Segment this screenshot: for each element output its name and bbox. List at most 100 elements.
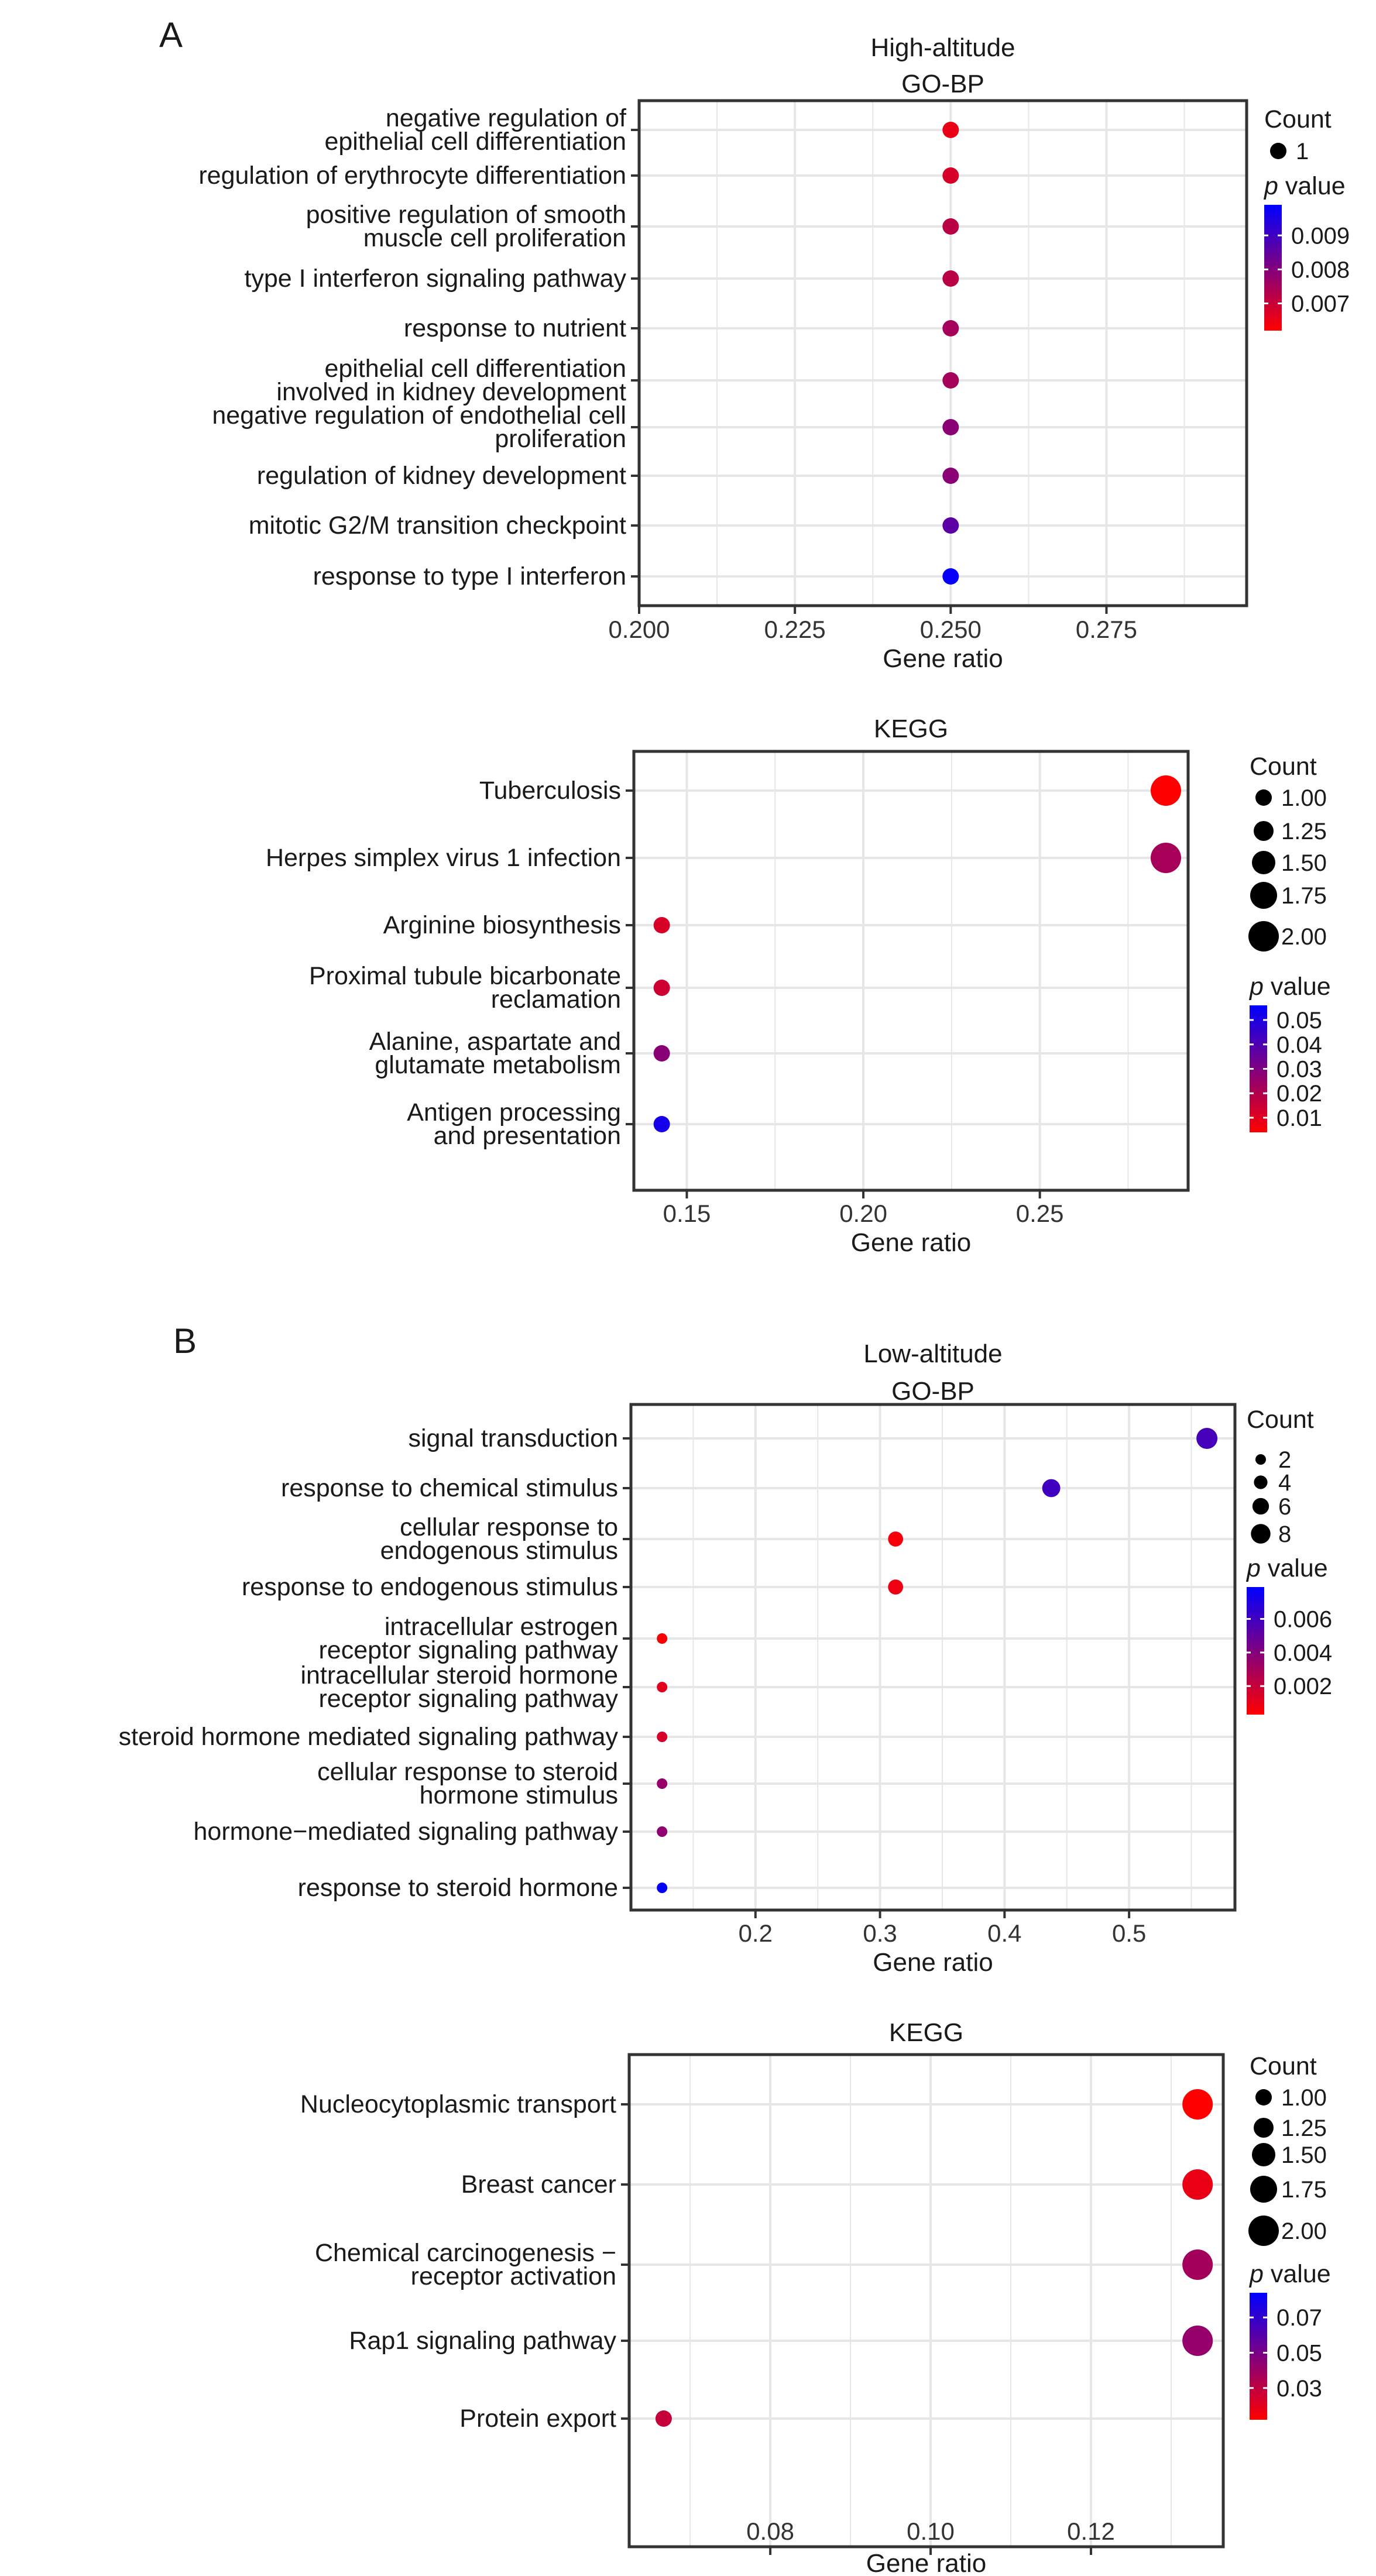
y-tick-label: involved in kidney development <box>276 378 626 406</box>
x-axis-label: Gene ratio <box>866 2549 986 2576</box>
y-tick-label: negative regulation of <box>386 104 627 132</box>
y-tick-label: regulation of kidney development <box>257 462 626 490</box>
colorbar-tick-label: 0.07 <box>1277 2305 1322 2331</box>
x-tick-label: 0.12 <box>1067 2517 1115 2545</box>
y-tick-label: cellular response to <box>400 1513 618 1541</box>
legend-count-title: Count <box>1250 2052 1317 2080</box>
x-axis-label: Gene ratio <box>883 644 1003 673</box>
y-tick-label: reclamation <box>491 985 621 1014</box>
data-point <box>653 917 670 933</box>
data-point <box>657 1826 668 1837</box>
x-tick-label: 0.08 <box>746 2517 794 2545</box>
y-tick-label: and presentation <box>434 1122 621 1150</box>
legend-size-dot <box>1250 2176 1277 2203</box>
x-tick-label: 0.200 <box>608 616 670 643</box>
data-point <box>1182 2326 1213 2356</box>
plot-frame <box>637 99 1248 607</box>
chart-title: GO-BP <box>891 1377 974 1406</box>
chart-title: Low-altitude <box>863 1339 1002 1368</box>
data-point <box>657 1778 668 1789</box>
y-tick-label: glutamate metabolism <box>375 1051 621 1079</box>
y-tick-label: type I interferon signaling pathway <box>244 265 626 293</box>
y-tick-label: regulation of erythrocyte differentiatio… <box>198 162 626 190</box>
legend-size-label: 6 <box>1278 1494 1291 1520</box>
y-tick-label: epithelial cell differentiation <box>324 128 626 156</box>
x-tick-label: 0.10 <box>907 2517 955 2545</box>
legend-size-label: 1.50 <box>1281 2142 1327 2168</box>
plot-frame <box>629 1403 1237 1912</box>
legend-pvalue-title: p value <box>1248 973 1331 1001</box>
y-tick-label: proliferation <box>495 425 626 453</box>
colorbar-tick-label: 0.03 <box>1277 1057 1322 1083</box>
data-point <box>942 218 959 235</box>
y-tick-label: hormone−mediated signaling pathway <box>194 1818 619 1846</box>
data-point <box>942 468 959 484</box>
data-point <box>942 320 959 336</box>
plot-area <box>634 751 1188 1190</box>
y-tick-label: receptor signaling pathway <box>318 1685 618 1713</box>
y-tick-label: Rap1 signaling pathway <box>349 2327 616 2355</box>
data-point <box>942 122 959 138</box>
data-point <box>1196 1428 1218 1449</box>
y-tick-label: epithelial cell differentiation <box>324 355 626 383</box>
legend-size-label: 8 <box>1278 1521 1291 1547</box>
data-point <box>1182 2169 1213 2200</box>
legend-size-dot <box>1254 1475 1268 1489</box>
data-point <box>1150 775 1181 806</box>
panel-label-a: A <box>159 15 183 54</box>
legend-size-label: 1.75 <box>1281 883 1327 909</box>
legend-size-label: 2.00 <box>1281 924 1327 950</box>
legend-size-label: 4 <box>1278 1470 1291 1496</box>
y-tick-label: receptor activation <box>411 2262 616 2290</box>
x-tick-label: 0.4 <box>987 1919 1021 1947</box>
colorbar-tick-label: 0.04 <box>1277 1032 1322 1058</box>
colorbar <box>1250 2293 1267 2420</box>
y-tick-label: mitotic G2/M transition checkpoint <box>249 511 626 540</box>
y-tick-label: Arginine biosynthesis <box>383 911 621 939</box>
x-tick-label: 0.2 <box>739 1919 773 1947</box>
chart-3: Low-altitude GO-BP signal transduction resp… <box>119 1339 1332 1977</box>
data-point <box>657 1883 668 1893</box>
y-tick-label: Chemical carcinogenesis − <box>315 2239 616 2267</box>
chart-title: GO-BP <box>901 70 984 98</box>
data-point <box>657 1732 668 1742</box>
legend-count-title: Count <box>1250 753 1317 781</box>
plot-area <box>639 101 1247 606</box>
chart-title: KEGG <box>889 2018 963 2047</box>
chart-title: High-altitude <box>870 33 1015 62</box>
plot-frame <box>627 2053 1225 2548</box>
legend-size-dot <box>1251 1524 1271 1544</box>
x-axis-label: Gene ratio <box>851 1228 971 1257</box>
x-tick-label: 0.20 <box>839 1200 887 1227</box>
data-point <box>942 568 959 585</box>
legend-size-dot <box>1248 921 1279 952</box>
legend-size-label: 1 <box>1296 139 1309 164</box>
colorbar-tick-label: 0.01 <box>1277 1105 1322 1131</box>
y-tick-label: endogenous stimulus <box>380 1537 618 1565</box>
colorbar-tick-label: 0.05 <box>1277 2340 1322 2366</box>
legend-size-label: 1.75 <box>1281 2177 1327 2203</box>
y-tick-label: steroid hormone mediated signaling pathw… <box>119 1723 619 1751</box>
legend-size-dot <box>1252 2143 1275 2166</box>
legend-size-dot <box>1270 143 1286 159</box>
legend-size-dot <box>1254 821 1274 841</box>
data-point <box>653 1116 670 1132</box>
data-point <box>1042 1479 1061 1497</box>
legend-pvalue-title: p value <box>1263 172 1346 200</box>
y-tick-label: response to type I interferon <box>313 562 626 590</box>
plot-area <box>629 2055 1223 2547</box>
y-tick-label: Breast cancer <box>461 2170 616 2199</box>
legend-size-dot <box>1248 2216 1279 2246</box>
y-tick-label: Alanine, aspartate and <box>369 1028 621 1056</box>
plot-area <box>631 1404 1235 1910</box>
data-point <box>942 419 959 435</box>
x-tick-label: 0.15 <box>663 1200 711 1227</box>
legend-pvalue-title: p value <box>1245 1554 1328 1582</box>
colorbar-tick-label: 0.004 <box>1274 1640 1332 1666</box>
y-tick-label: Tuberculosis <box>479 777 621 805</box>
y-tick-label: positive regulation of smooth <box>306 201 626 229</box>
legend-size-dot <box>1250 882 1277 909</box>
y-tick-label: response to chemical stimulus <box>281 1474 618 1502</box>
data-point <box>1182 2089 1213 2120</box>
